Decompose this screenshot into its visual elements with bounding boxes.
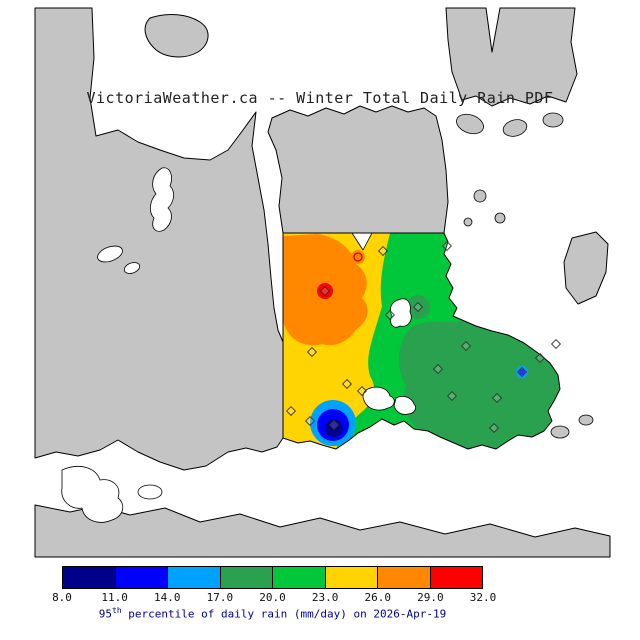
colorbar-tick-32.0: 32.0 xyxy=(469,591,497,604)
station-diamond-marker xyxy=(488,422,500,434)
land-south-shore xyxy=(34,504,611,558)
lakes-and-inlets xyxy=(61,167,174,523)
station-diamond-marker xyxy=(319,285,331,297)
colorbar-segment-6 xyxy=(377,566,431,589)
island-small-3 xyxy=(463,217,473,227)
station-diamond-marker xyxy=(285,405,297,417)
station-diamond-marker xyxy=(441,240,453,252)
colorbar-tick-26.0: 26.0 xyxy=(364,591,392,604)
station-diamond-marker xyxy=(516,366,528,378)
island-east-edge xyxy=(563,231,609,305)
station-diamond-marker xyxy=(377,245,389,257)
contour-darkgreen-region xyxy=(398,321,560,449)
contour-navy-minimum xyxy=(325,419,343,437)
station-diamond-marker xyxy=(341,378,353,390)
plot-caption: 95th percentile of daily rain (mm/day) o… xyxy=(52,606,493,621)
lake-west-2 xyxy=(123,262,141,274)
station-diamond-marker xyxy=(432,363,444,375)
station-diamond-marker xyxy=(491,392,503,404)
station-diamond-marker xyxy=(304,415,316,427)
lake-elk xyxy=(390,298,412,328)
colorbar-tick-17.0: 17.0 xyxy=(206,591,234,604)
island-southeast-2 xyxy=(578,414,594,426)
island-channel-1 xyxy=(456,113,484,135)
plot-title: VictoriaWeather.ca -- Winter Total Daily… xyxy=(86,89,554,107)
colorbar-segment-7 xyxy=(429,566,483,589)
harbour-west xyxy=(362,386,395,411)
colorbar-tick-8.0: 8.0 xyxy=(52,591,72,604)
station-diamond-marker xyxy=(384,309,396,321)
island-channel-2 xyxy=(502,119,528,137)
colorbar-ticks: 8.0 11.0 14.0 17.0 20.0 23.0 26.0 29.0 32.0 xyxy=(52,591,496,605)
caption-superscript: th xyxy=(112,606,122,615)
station-markers xyxy=(285,240,562,434)
station-diamond-marker xyxy=(306,346,318,358)
island-southeast-1 xyxy=(550,425,570,439)
station-diamond-marker xyxy=(356,385,368,397)
colorbar-segment-5 xyxy=(324,566,378,589)
station-diamond-marker xyxy=(460,340,472,352)
land-masses xyxy=(34,7,611,558)
lake-west-1 xyxy=(97,245,123,263)
lake-snake xyxy=(150,167,174,232)
colorbar-tick-29.0: 29.0 xyxy=(417,591,444,604)
contour-red-spot xyxy=(317,283,333,299)
island-small-2 xyxy=(494,212,506,224)
domain-water-features xyxy=(351,232,416,415)
contour-darkgreen-spot xyxy=(406,295,430,319)
island-small-1 xyxy=(473,189,487,203)
harbour-east xyxy=(393,396,416,415)
colorbar-tick-11.0: 11.0 xyxy=(101,591,128,604)
station-diamond-marker xyxy=(328,419,340,431)
land-gulf-islands xyxy=(445,7,578,107)
inlet-sooke-2 xyxy=(137,484,163,500)
island-northwest xyxy=(144,14,209,58)
colorbar xyxy=(62,566,483,589)
caption-base: 95 xyxy=(98,607,113,621)
contour-orange-spot xyxy=(351,250,365,264)
colorbar-segment-2 xyxy=(167,566,221,589)
contour-blue-spot-east xyxy=(519,369,525,375)
station-diamond-marker xyxy=(534,352,546,364)
land-west xyxy=(34,7,284,471)
station-diamond-marker xyxy=(446,390,458,402)
caption-rest: percentile of daily rain (mm/day) on 202… xyxy=(121,607,447,621)
land-peninsula-north xyxy=(267,105,449,234)
colorbar-segment-4 xyxy=(272,566,326,589)
colorbar-segment-1 xyxy=(114,566,168,589)
inlet-sooke xyxy=(61,466,124,523)
colorbar-segment-3 xyxy=(219,566,273,589)
island-channel-3 xyxy=(542,112,564,128)
station-diamond-marker xyxy=(550,338,562,350)
colorbar-tick-20.0: 20.0 xyxy=(259,591,286,604)
domain-outline xyxy=(282,232,561,450)
station-circle-marker xyxy=(353,252,363,262)
colorbar-tick-23.0: 23.0 xyxy=(311,591,339,604)
colorbar-tick-14.0: 14.0 xyxy=(154,591,181,604)
station-diamond-marker xyxy=(412,301,424,313)
colorbar-segment-0 xyxy=(62,566,116,589)
